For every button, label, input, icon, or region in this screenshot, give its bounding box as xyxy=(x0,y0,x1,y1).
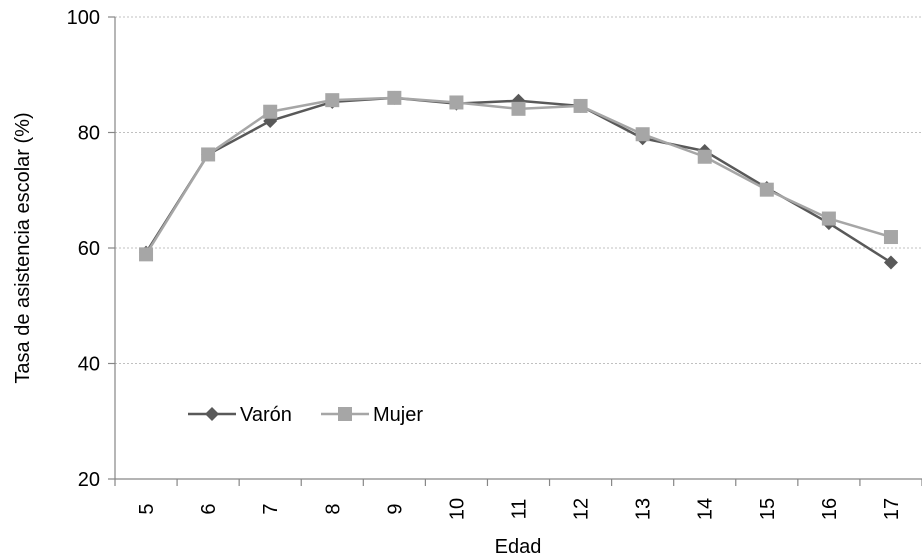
data-point xyxy=(759,182,774,197)
data-point xyxy=(573,98,588,113)
y-axis-title: Tasa de asistencia escolar (%) xyxy=(12,112,34,383)
x-tick-label: 11 xyxy=(509,499,531,520)
x-tick-label: 14 xyxy=(695,498,717,520)
series-diamond xyxy=(139,90,898,270)
data-point xyxy=(883,255,898,270)
x-tick-label: 10 xyxy=(446,498,468,520)
legend: Varón Mujer xyxy=(188,404,423,426)
data-point xyxy=(821,211,836,226)
y-tick-label: 40 xyxy=(78,354,100,376)
y-tick-label: 60 xyxy=(78,238,100,260)
series-line xyxy=(144,96,892,264)
y-tick-label: 100 xyxy=(67,7,100,29)
axes: 20 40 60 80 100 5 6 7 8 9 10 11 12 13 14 15 16 17 xyxy=(67,7,922,520)
data-point xyxy=(511,101,526,116)
y-tick-label: 80 xyxy=(78,123,100,145)
legend-marker xyxy=(338,407,352,421)
legend-marker xyxy=(205,407,219,421)
x-tick-label: 6 xyxy=(198,503,220,514)
x-tick-label: 7 xyxy=(260,503,282,514)
data-point xyxy=(449,95,464,110)
legend-label: Varón xyxy=(240,404,292,426)
data-point xyxy=(387,90,402,105)
legend-label: Mujer xyxy=(373,404,423,426)
legend-entry: Mujer xyxy=(321,404,423,426)
x-tick-label: 8 xyxy=(322,503,344,514)
x-tick-label: 9 xyxy=(384,503,406,514)
series-group xyxy=(139,90,898,270)
data-point xyxy=(201,147,216,162)
series-line xyxy=(144,96,892,256)
data-point xyxy=(635,127,650,142)
data-point xyxy=(139,247,154,262)
series-square xyxy=(139,90,898,262)
data-point xyxy=(263,104,278,119)
legend-entry: Varón xyxy=(188,404,292,426)
x-tick-label: 13 xyxy=(633,498,655,520)
x-tick-label: 17 xyxy=(881,498,903,520)
data-point xyxy=(883,230,898,245)
x-tick-label: 5 xyxy=(136,503,158,514)
x-axis-title: Edad xyxy=(495,536,542,558)
x-tick-label: 15 xyxy=(757,498,779,520)
x-tick-label: 12 xyxy=(571,498,593,520)
y-tick-label: 20 xyxy=(78,469,100,491)
x-tick-label: 16 xyxy=(819,498,841,520)
gridlines xyxy=(115,16,922,364)
data-point xyxy=(325,93,340,108)
data-point xyxy=(697,149,712,164)
